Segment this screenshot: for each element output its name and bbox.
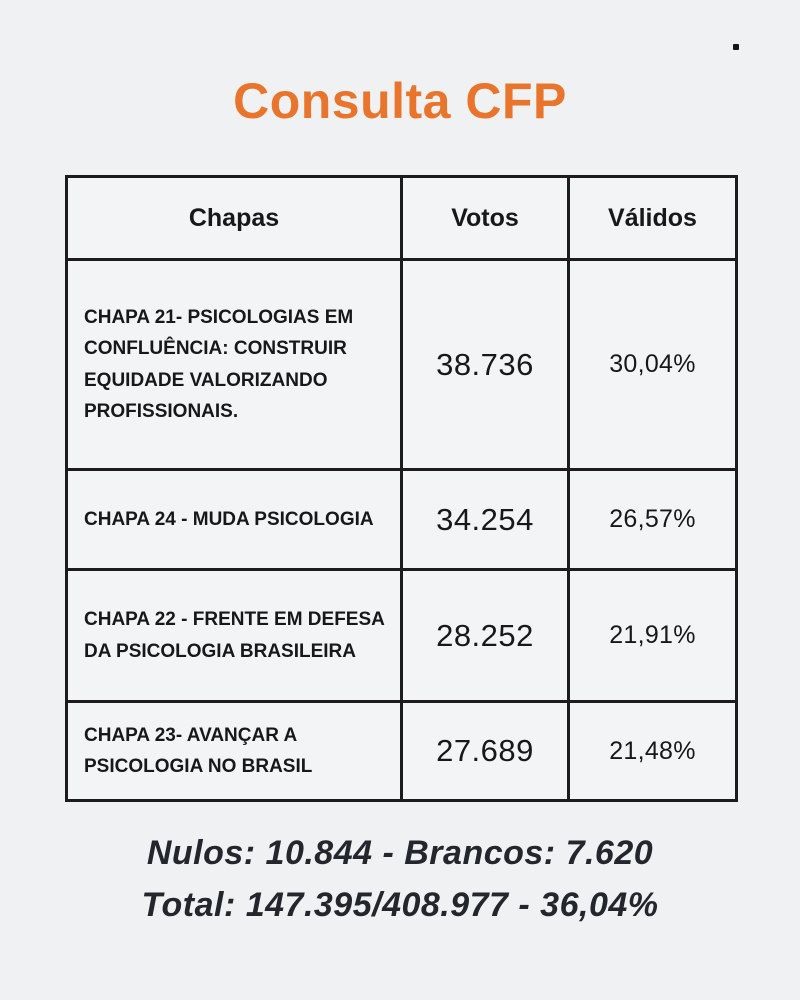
validos-value: 26,57% bbox=[567, 468, 738, 571]
table-row: CHAPA 24 - MUDA PSICOLOGIA 34.254 26,57% bbox=[65, 468, 738, 571]
page-title: Consulta CFP bbox=[233, 73, 567, 129]
chapa-name: CHAPA 22 - FRENTE EM DEFESA DA PSICOLOGI… bbox=[65, 568, 403, 703]
total-line: Total: 147.395/408.977 - 36,04% bbox=[141, 886, 659, 924]
summary-footer: Nulos: 10.844 - Brancos: 7.620 Total: 14… bbox=[0, 834, 800, 938]
nulos-brancos-line: Nulos: 10.844 - Brancos: 7.620 bbox=[146, 834, 654, 872]
table-row: CHAPA 21- PSICOLOGIAS EM CONFLUÊNCIA: CO… bbox=[65, 258, 738, 471]
corner-dot bbox=[733, 44, 739, 50]
header-validos: Válidos bbox=[567, 175, 738, 261]
votos-value: 28.252 bbox=[400, 568, 570, 703]
table-row: CHAPA 23- AVANÇAR A PSICOLOGIA NO BRASIL… bbox=[65, 700, 738, 802]
chapa-name: CHAPA 21- PSICOLOGIAS EM CONFLUÊNCIA: CO… bbox=[65, 258, 403, 471]
validos-value: 30,04% bbox=[567, 258, 738, 471]
header-chapas: Chapas bbox=[65, 175, 403, 261]
table-header-row: Chapas Votos Válidos bbox=[65, 175, 738, 261]
validos-value: 21,48% bbox=[567, 700, 738, 802]
validos-value: 21,91% bbox=[567, 568, 738, 703]
header-votos: Votos bbox=[400, 175, 570, 261]
chapa-name: CHAPA 24 - MUDA PSICOLOGIA bbox=[65, 468, 403, 571]
chapa-name: CHAPA 23- AVANÇAR A PSICOLOGIA NO BRASIL bbox=[65, 700, 403, 802]
votos-value: 27.689 bbox=[400, 700, 570, 802]
table-row: CHAPA 22 - FRENTE EM DEFESA DA PSICOLOGI… bbox=[65, 568, 738, 703]
votos-value: 38.736 bbox=[400, 258, 570, 471]
votos-value: 34.254 bbox=[400, 468, 570, 571]
results-table: Chapas Votos Válidos CHAPA 21- PSICOLOGI… bbox=[65, 175, 738, 802]
